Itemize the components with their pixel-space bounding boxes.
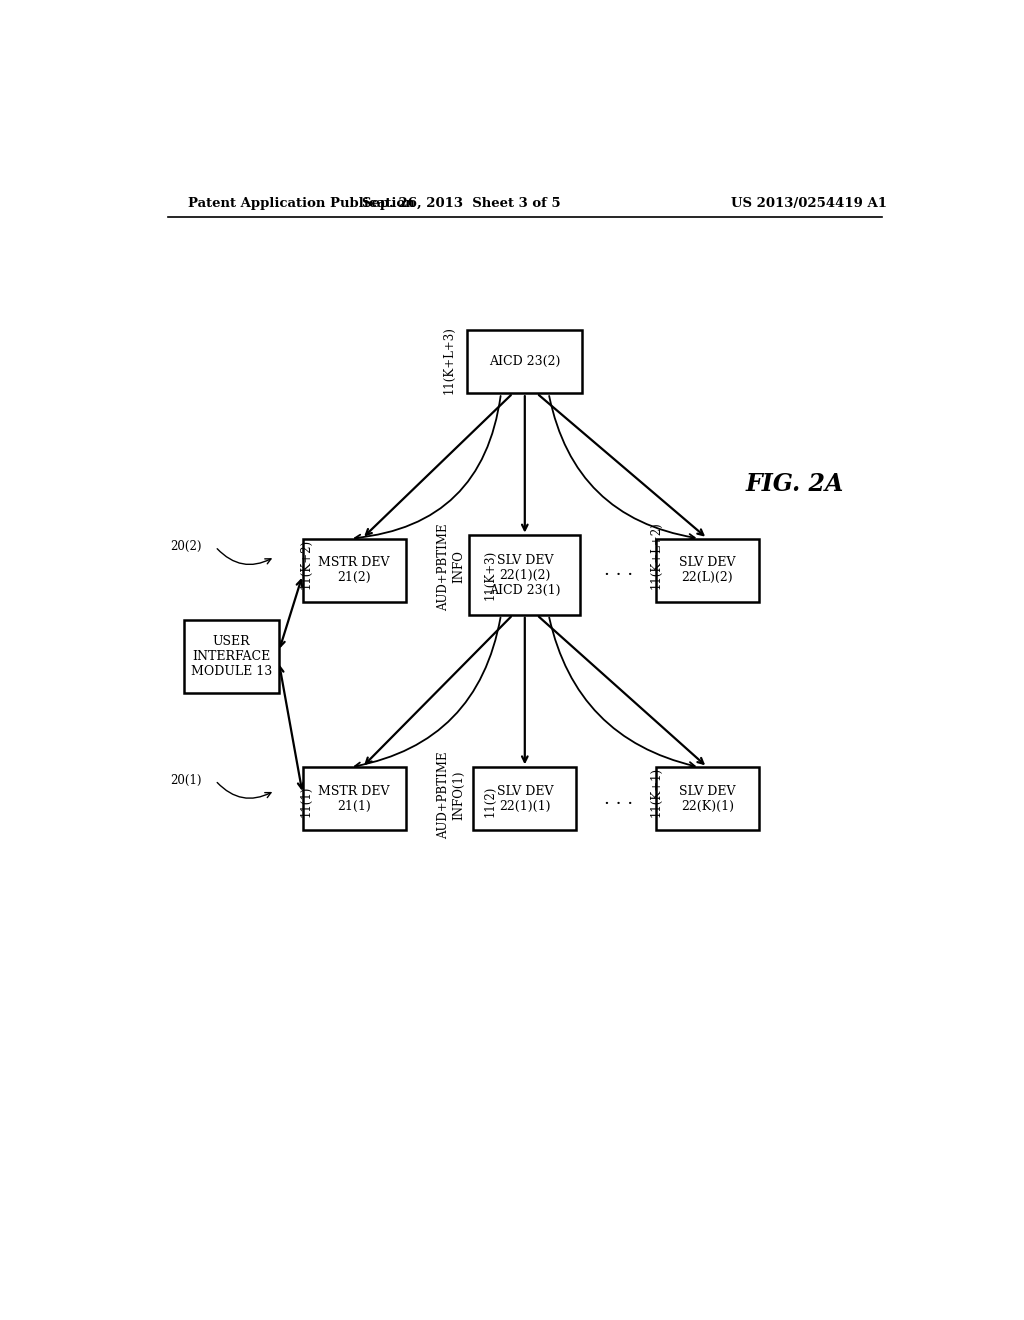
Text: 11(K+1): 11(K+1) — [650, 767, 663, 817]
Text: AICD 23(2): AICD 23(2) — [489, 355, 560, 368]
Text: SLV DEV
22(K)(1): SLV DEV 22(K)(1) — [679, 784, 735, 813]
Text: 11(2): 11(2) — [483, 785, 497, 817]
FancyBboxPatch shape — [467, 330, 583, 393]
Text: Sep. 26, 2013  Sheet 3 of 5: Sep. 26, 2013 Sheet 3 of 5 — [362, 197, 560, 210]
FancyBboxPatch shape — [303, 539, 406, 602]
Text: SLV DEV
22(1)(1): SLV DEV 22(1)(1) — [497, 784, 553, 813]
Text: FIG. 2A: FIG. 2A — [745, 471, 844, 495]
Text: 11(K+2): 11(K+2) — [300, 540, 313, 589]
Text: 11(1): 11(1) — [300, 785, 313, 817]
Text: USER
INTERFACE
MODULE 13: USER INTERFACE MODULE 13 — [190, 635, 271, 678]
FancyBboxPatch shape — [655, 539, 759, 602]
Text: 11(K+L+3): 11(K+L+3) — [443, 326, 456, 395]
Text: SLV DEV
22(L)(2): SLV DEV 22(L)(2) — [679, 556, 735, 583]
Text: SLV DEV
22(1)(2)
AICD 23(1): SLV DEV 22(1)(2) AICD 23(1) — [489, 553, 560, 597]
Text: . . .: . . . — [604, 561, 633, 579]
Text: 11(K+L+2): 11(K+L+2) — [650, 521, 663, 589]
Text: AUD+PBTIME
INFO(1): AUD+PBTIME INFO(1) — [437, 752, 465, 840]
FancyBboxPatch shape — [469, 536, 581, 615]
Text: 20(2): 20(2) — [170, 540, 202, 553]
Text: 11(K+3): 11(K+3) — [483, 549, 497, 599]
FancyBboxPatch shape — [655, 767, 759, 830]
Text: AUD+PBTIME
INFO: AUD+PBTIME INFO — [437, 523, 465, 611]
Text: MSTR DEV
21(1): MSTR DEV 21(1) — [318, 784, 390, 813]
FancyBboxPatch shape — [183, 620, 279, 693]
Text: US 2013/0254419 A1: US 2013/0254419 A1 — [731, 197, 887, 210]
Text: Patent Application Publication: Patent Application Publication — [187, 197, 415, 210]
FancyBboxPatch shape — [303, 767, 406, 830]
Text: . . .: . . . — [604, 789, 633, 808]
FancyBboxPatch shape — [473, 767, 577, 830]
Text: 20(1): 20(1) — [170, 774, 202, 787]
Text: MSTR DEV
21(2): MSTR DEV 21(2) — [318, 556, 390, 583]
